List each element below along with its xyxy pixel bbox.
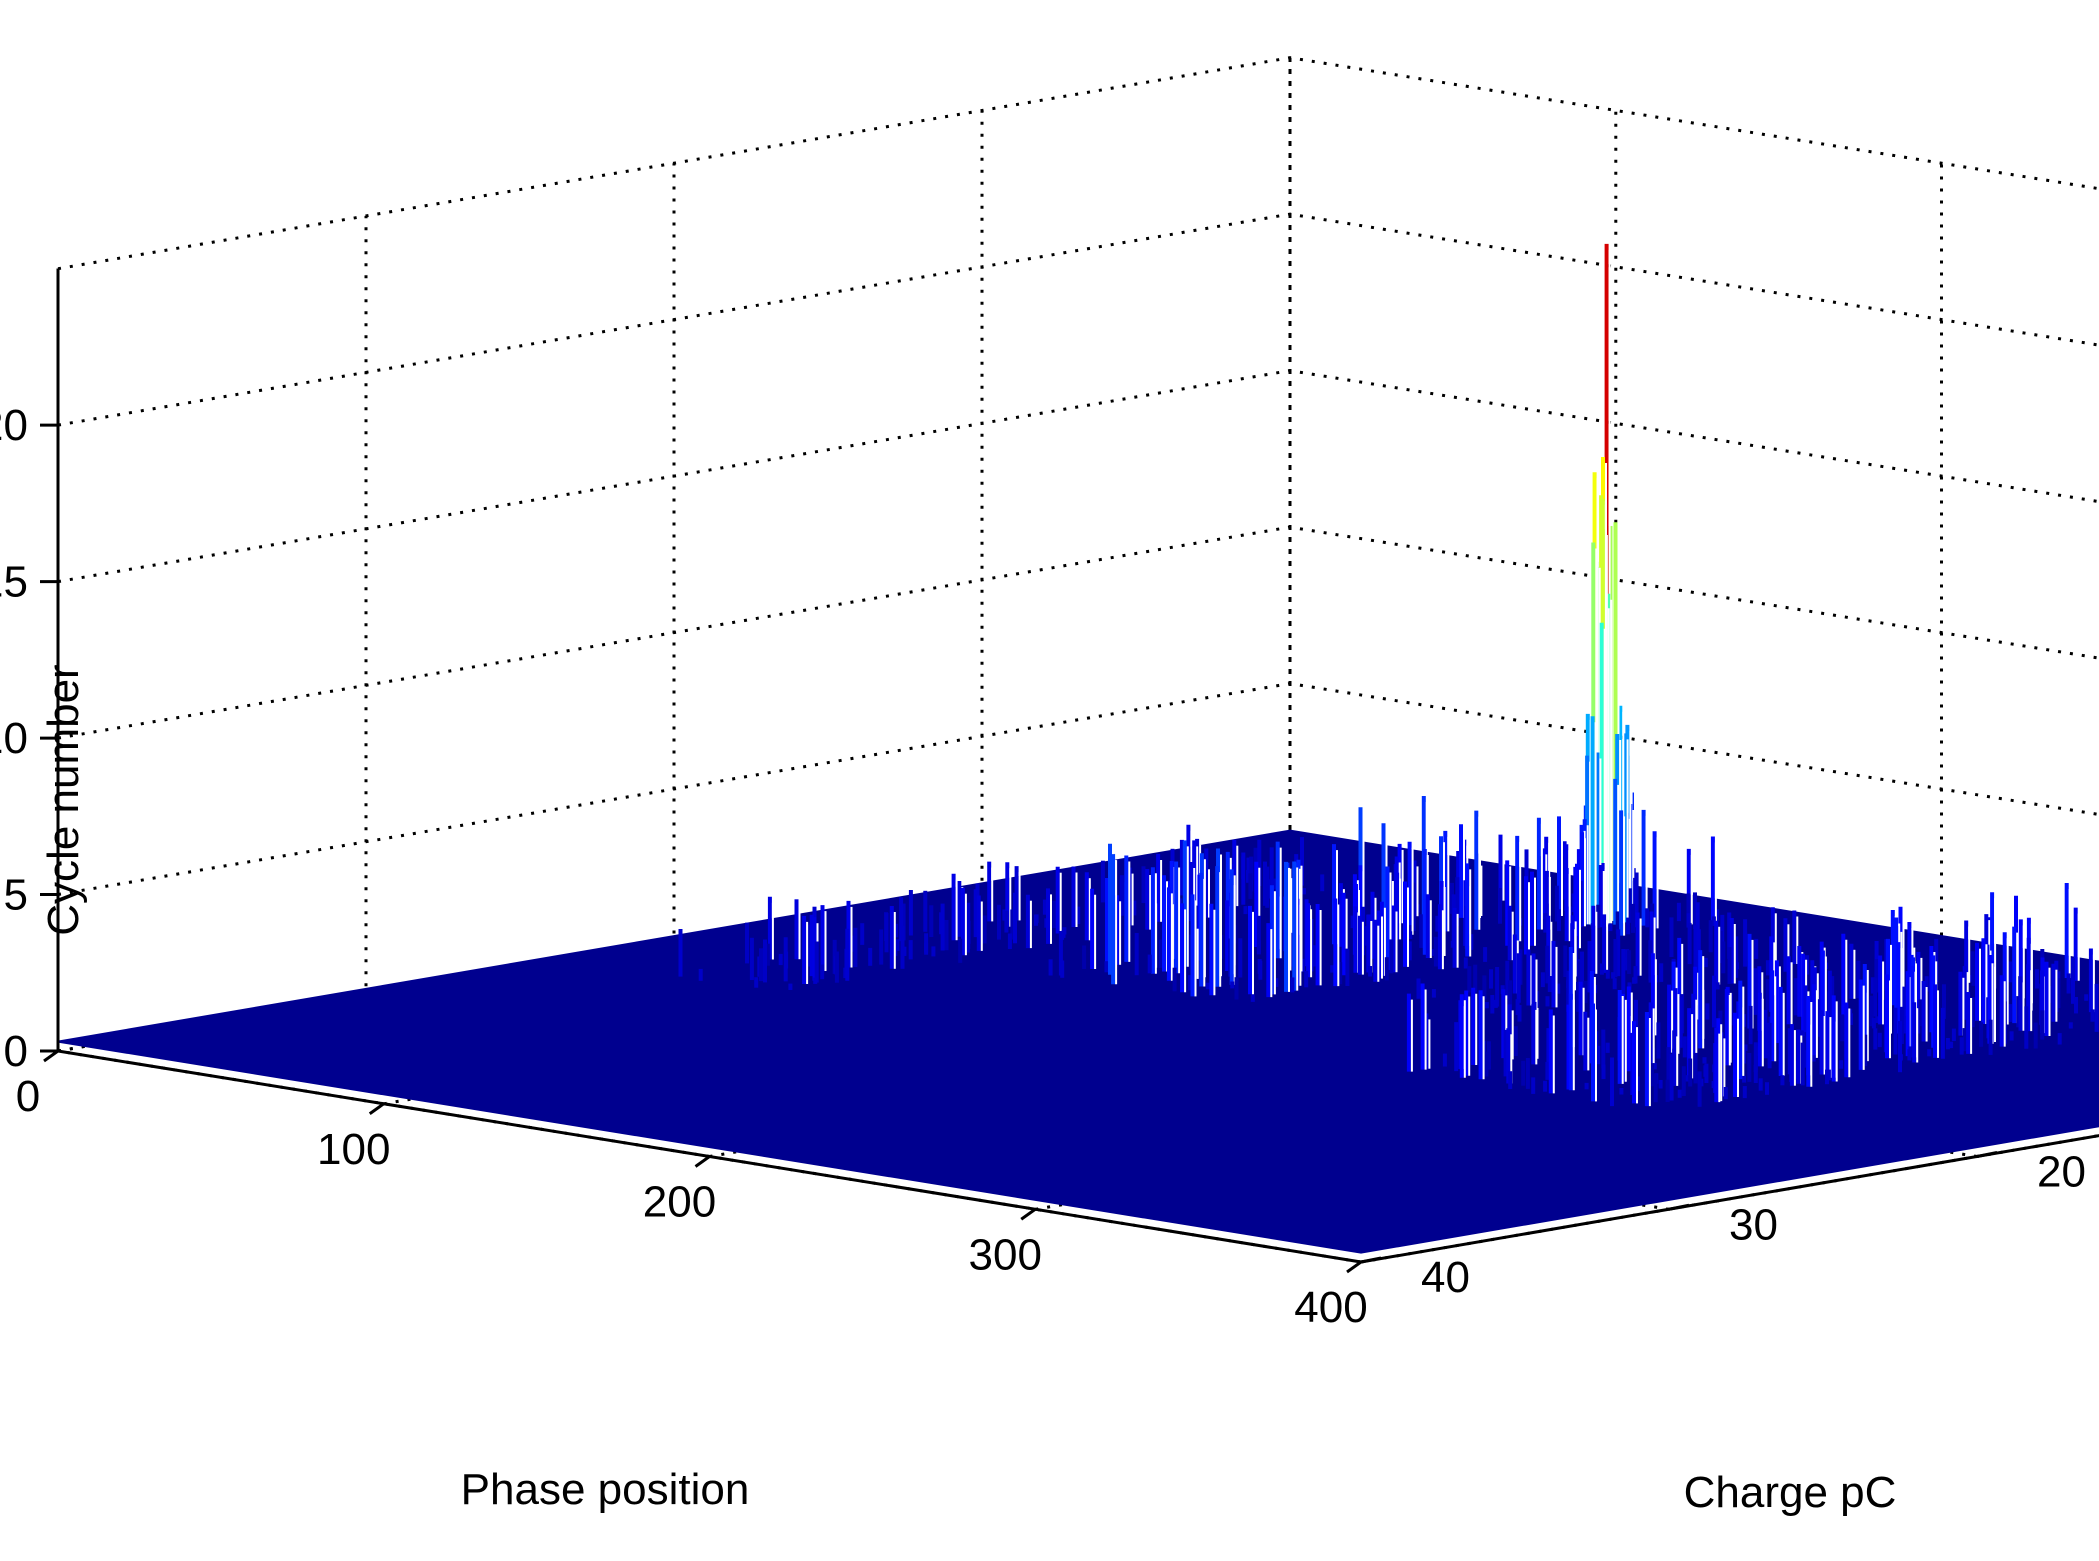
z-axis-label: Cycle number: [39, 664, 88, 935]
y-tick: [1977, 1153, 1997, 1157]
x-tick: [1347, 1262, 1361, 1272]
y-tick-label: 30: [1729, 1200, 1778, 1249]
x-axis-label: Phase position: [461, 1465, 750, 1514]
grid-line-z: [58, 684, 2099, 895]
x-tick-label: 400: [1294, 1283, 1367, 1332]
y-tick-label: 40: [1421, 1253, 1470, 1302]
y-tick-label: 20: [2037, 1148, 2086, 1197]
y-tick: [1669, 1205, 1689, 1209]
x-tick-label: 0: [16, 1072, 40, 1121]
grid-line-z: [58, 58, 2099, 269]
z-tick-label: 10: [0, 714, 28, 763]
grid-line-z: [58, 527, 2099, 738]
x-tick: [1021, 1209, 1035, 1219]
z-tick-label: 0: [4, 1027, 28, 1076]
x-tick: [696, 1157, 710, 1167]
y-axis-label: Charge pC: [1684, 1468, 1897, 1517]
x-tick-label: 300: [969, 1230, 1042, 1279]
grid-line-z: [58, 371, 2099, 582]
x-tick: [370, 1104, 384, 1114]
z-tick-label: 15: [0, 558, 28, 607]
x-tick-label: 100: [317, 1125, 390, 1174]
x-tick-label: 200: [643, 1178, 716, 1227]
y-tick: [1361, 1258, 1381, 1262]
z-tick-label: 5: [4, 871, 28, 920]
z-tick-label: 20: [0, 401, 28, 450]
grid-line-z: [58, 214, 2099, 425]
